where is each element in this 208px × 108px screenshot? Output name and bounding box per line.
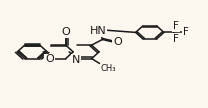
Text: O: O xyxy=(61,27,70,37)
Text: HN: HN xyxy=(89,26,106,36)
Text: F: F xyxy=(173,21,179,31)
Text: F: F xyxy=(173,34,179,44)
Text: O: O xyxy=(45,54,54,64)
Text: O: O xyxy=(113,37,122,47)
Text: F: F xyxy=(183,27,188,37)
Text: CH₃: CH₃ xyxy=(100,64,116,73)
Text: N: N xyxy=(71,55,80,65)
